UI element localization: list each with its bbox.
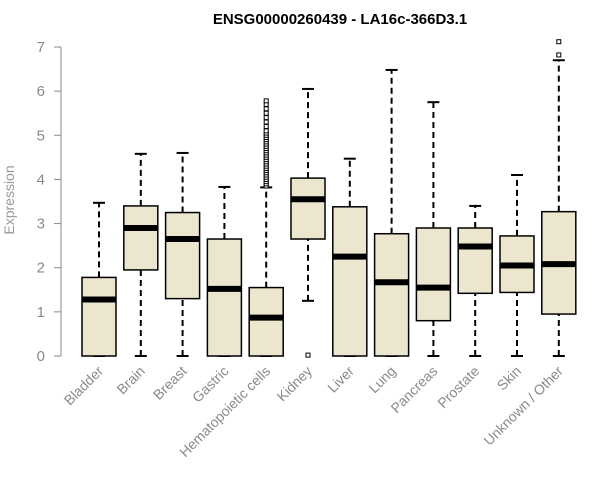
- y-tick-label: 3: [37, 216, 45, 233]
- outlier-point: [263, 128, 269, 134]
- y-tick-label: 0: [37, 348, 45, 365]
- x-tick-label: Liver: [324, 363, 357, 396]
- outlier-point: [263, 119, 269, 125]
- box-prostate: [457, 204, 493, 357]
- x-tick-label: Unknown / Other: [480, 363, 566, 449]
- y-tick-label: 7: [37, 39, 45, 56]
- x-tick-label: Kidney: [274, 363, 316, 405]
- outlier-point: [556, 52, 562, 58]
- y-axis: 0 1 2 3 4 5 6 7: [37, 39, 62, 365]
- iqr-box: [373, 232, 410, 357]
- chart-title: ENSG00000260439 - LA16c-366D3.1: [213, 11, 467, 28]
- outlier-point: [263, 106, 269, 112]
- iqr-box: [81, 276, 117, 357]
- box-gastric: [206, 185, 243, 357]
- box-bladder: [81, 201, 117, 357]
- box-brain: [123, 152, 159, 357]
- iqr-box: [123, 205, 159, 271]
- outlier-point: [556, 39, 562, 45]
- y-tick-label: 6: [37, 83, 45, 100]
- box-skin: [499, 174, 535, 357]
- outlier-point: [263, 123, 269, 129]
- box-pancreas: [415, 101, 452, 357]
- outlier-point: [305, 352, 311, 358]
- x-tick-label: Lung: [365, 363, 398, 396]
- x-tick-label: Skin: [494, 363, 525, 394]
- x-tick-label: Prostate: [434, 363, 482, 411]
- x-tick-label: Breast: [150, 363, 190, 403]
- box-unknown-other: [541, 39, 577, 357]
- iqr-box: [457, 227, 493, 295]
- box-breast: [164, 151, 201, 357]
- outlier-point: [263, 98, 269, 104]
- y-axis-label: Expression: [1, 165, 17, 234]
- iqr-box: [332, 206, 368, 357]
- iqr-box: [248, 286, 284, 357]
- iqr-box: [164, 211, 201, 300]
- y-tick-label: 5: [37, 127, 45, 144]
- outlier-point: [263, 115, 269, 121]
- box-series: [81, 39, 577, 358]
- x-tick-label: Bladder: [61, 363, 107, 409]
- box-liver: [332, 157, 368, 357]
- y-tick-label: 4: [37, 171, 45, 188]
- iqr-box: [290, 177, 326, 240]
- iqr-box: [206, 238, 243, 357]
- box-kidney: [290, 87, 326, 358]
- x-tick-label: Brain: [113, 363, 147, 397]
- y-tick-label: 2: [37, 260, 45, 277]
- box-lung: [373, 68, 410, 357]
- iqr-box: [415, 227, 452, 322]
- y-tick-label: 1: [37, 304, 45, 321]
- box-hematopoietic-cells: [248, 98, 284, 357]
- outlier-point: [263, 110, 269, 116]
